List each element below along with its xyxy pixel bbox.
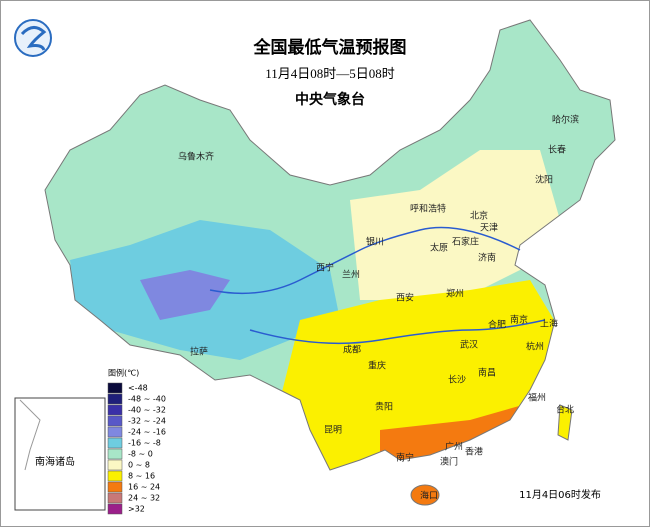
city: 重庆: [368, 360, 386, 372]
legend-swatch: [107, 503, 123, 515]
legend-label: -32 ~ -24: [128, 417, 166, 426]
legend-label: -48 ~ -40: [128, 395, 166, 404]
city: 昆明: [324, 425, 342, 436]
river: [249, 319, 546, 345]
city: 北京: [470, 210, 488, 222]
city: 海口: [420, 490, 438, 502]
logo: [14, 19, 52, 57]
legend-swatch: [107, 492, 123, 504]
legend-title: 图例(℃): [108, 368, 139, 378]
legend-swatch: [107, 382, 123, 394]
legend-label: -40 ~ -32: [128, 406, 166, 415]
city: 南京: [510, 314, 528, 326]
city: 武汉: [460, 339, 478, 351]
city: 呼和浩特: [410, 203, 446, 215]
zone: [140, 270, 230, 320]
city: 银川: [366, 236, 384, 248]
city: 长沙: [448, 374, 466, 386]
cities: 乌鲁木齐 哈尔滨 长春 沈阳 呼和浩特 北京 天津 银川 太原 石家庄 济南 西…: [178, 114, 579, 502]
coast: [19, 399, 41, 471]
legend-label: 24 ~ 32: [128, 494, 160, 503]
city: 贵阳: [375, 401, 393, 413]
legend-label: >32: [128, 505, 145, 514]
city: 香港: [465, 446, 483, 458]
city: 西安: [396, 292, 414, 304]
legend-label: -16 ~ -8: [128, 439, 161, 448]
title: 全国最低气温预报图: [253, 37, 407, 58]
city: 天津: [480, 223, 498, 234]
city: 西宁: [316, 262, 334, 274]
legend-label: 8 ~ 16: [128, 472, 155, 481]
city: 广州: [445, 441, 463, 453]
city: 合肥: [488, 319, 506, 331]
legend-swatch: [107, 481, 123, 493]
city: 石家庄: [452, 236, 479, 248]
hainan: [410, 484, 440, 506]
legend-swatch: [107, 404, 123, 416]
city: 沈阳: [535, 174, 553, 186]
city: 上海: [540, 318, 558, 330]
city: 福州: [528, 392, 546, 404]
city: 太原: [430, 242, 448, 254]
legend-swatch: [107, 470, 123, 482]
legend-swatch: [107, 448, 123, 460]
legend-swatch: [107, 437, 123, 449]
legend-label: -24 ~ -16: [128, 428, 166, 437]
city: 澳门: [440, 456, 458, 468]
legend-swatch: [107, 459, 123, 471]
release-note: 11月4日06时发布: [519, 488, 601, 501]
legend-label: 0 ~ 8: [128, 461, 150, 470]
city: 哈尔滨: [552, 114, 579, 126]
city: 乌鲁木齐: [178, 151, 214, 163]
legend-label: <-48: [128, 384, 148, 393]
legend-swatch: [107, 393, 123, 405]
legend: 图例(℃) <-48 -48 ~ -40 -40 ~ -32 -32 ~ -24 -24…: [107, 368, 166, 515]
legend-swatch: [107, 426, 123, 438]
city: 杭州: [526, 341, 544, 353]
taiwan: [557, 404, 573, 441]
city: 南宁: [396, 452, 414, 464]
city: 拉萨: [190, 346, 208, 358]
city: 南昌: [478, 367, 496, 379]
inset-frame: [14, 397, 106, 511]
city: 成都: [343, 344, 361, 356]
city: 兰州: [342, 269, 360, 281]
period: 11月4日08时—5日08时: [265, 66, 395, 81]
border: [44, 19, 616, 471]
city: 长春: [548, 144, 566, 156]
city: 郑州: [446, 288, 464, 300]
inset-label: 南海诸岛: [35, 455, 75, 468]
city: 济南: [478, 252, 496, 264]
legend-label: -8 ~ 0: [128, 450, 153, 459]
city: 台北: [556, 404, 574, 416]
river: [209, 226, 521, 295]
legend-label: 16 ~ 24: [128, 483, 160, 492]
issuer: 中央气象台: [295, 91, 365, 108]
zone: [350, 150, 560, 300]
legend-swatch: [107, 415, 123, 427]
inset: 南海诸岛: [14, 397, 106, 511]
